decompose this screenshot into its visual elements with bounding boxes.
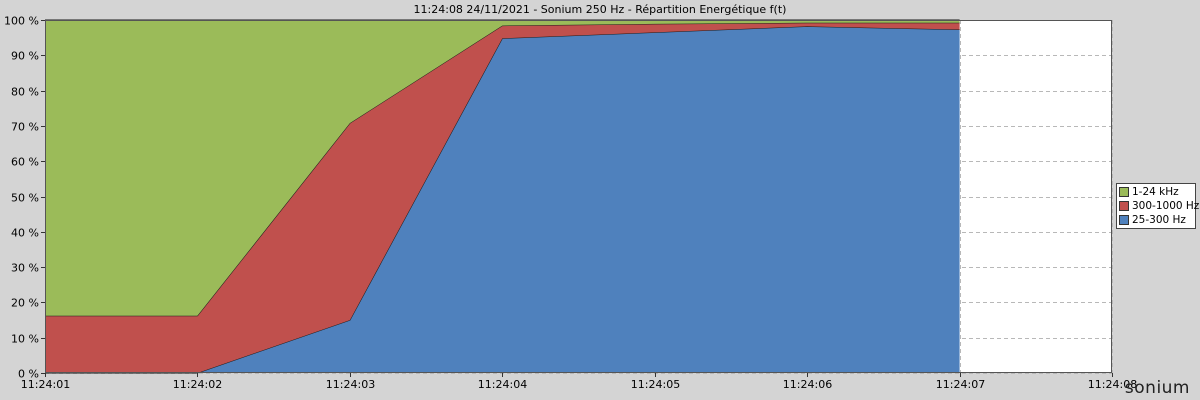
legend-label-25-300hz: 25-300 Hz bbox=[1132, 214, 1186, 226]
x-tick-label: 11:24:05 bbox=[631, 378, 680, 391]
area-series bbox=[45, 20, 960, 373]
y-tick-label: 10 % bbox=[11, 333, 39, 346]
x-tick-label: 11:24:07 bbox=[936, 378, 985, 391]
y-tick-label: 100 % bbox=[4, 15, 39, 28]
legend-label-1-24khz: 1-24 kHz bbox=[1132, 186, 1179, 198]
y-tick-label: 80 % bbox=[11, 86, 39, 99]
legend-swatch-1-24khz bbox=[1119, 187, 1129, 197]
y-tick-label: 90 % bbox=[11, 50, 39, 63]
x-tick-label: 11:24:01 bbox=[21, 378, 70, 391]
legend-swatch-25-300hz bbox=[1119, 215, 1129, 225]
brand-logo: sonium bbox=[1125, 378, 1190, 398]
y-tick-label: 20 % bbox=[11, 297, 39, 310]
x-tick-label: 11:24:02 bbox=[173, 378, 222, 391]
y-tick-label: 50 % bbox=[11, 192, 39, 205]
legend: 1-24 kHz 300-1000 Hz 25-300 Hz bbox=[1116, 183, 1196, 229]
y-tick-label: 30 % bbox=[11, 262, 39, 275]
chart-title: 11:24:08 24/11/2021 - Sonium 250 Hz - Ré… bbox=[414, 3, 787, 16]
x-tick-label: 11:24:03 bbox=[326, 378, 375, 391]
y-tick-label: 60 % bbox=[11, 156, 39, 169]
y-tick-label: 70 % bbox=[11, 121, 39, 134]
y-tick-label: 40 % bbox=[11, 227, 39, 240]
legend-item-25-300hz: 25-300 Hz bbox=[1119, 213, 1193, 227]
legend-swatch-300-1000hz bbox=[1119, 201, 1129, 211]
x-tick-label: 11:24:04 bbox=[478, 378, 527, 391]
legend-item-1-24khz: 1-24 kHz bbox=[1119, 185, 1193, 199]
legend-item-300-1000hz: 300-1000 Hz bbox=[1119, 199, 1193, 213]
x-tick-label: 11:24:06 bbox=[783, 378, 832, 391]
legend-label-300-1000hz: 300-1000 Hz bbox=[1132, 200, 1199, 212]
